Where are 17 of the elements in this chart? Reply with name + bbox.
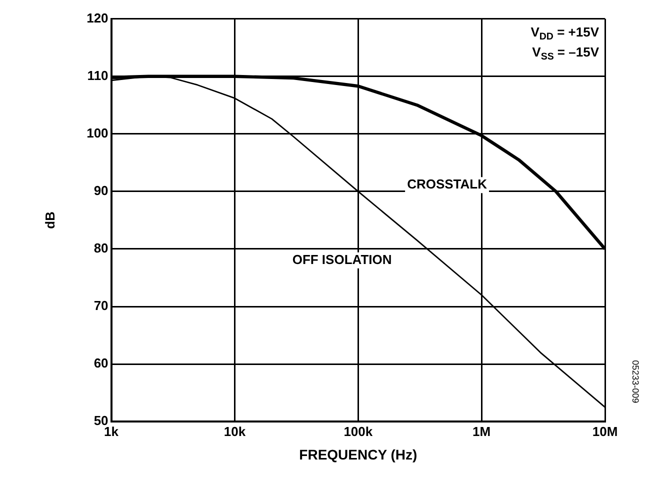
x-tick-label: 1M (472, 424, 491, 439)
y-tick-label: 120 (86, 10, 108, 26)
y-tick-label: 60 (94, 356, 108, 371)
y-tick-label: 100 (86, 125, 108, 140)
x-tick-label: 10M (592, 424, 618, 439)
y-tick-label: 80 (94, 240, 108, 256)
y-axis-title: dB (42, 212, 58, 229)
series-label: OFF ISOLATION (292, 252, 392, 267)
text: CROSSTALK (407, 176, 488, 192)
x-tick-label: 10k (224, 424, 246, 439)
y-tick-label: 70 (94, 298, 108, 314)
x-tick-label: 100k (344, 424, 374, 439)
y-tick-label: 110 (87, 68, 108, 83)
y-tick-label: 90 (94, 183, 108, 198)
y-tick-label: 50 (94, 413, 108, 428)
text: 05233-009 (630, 360, 641, 404)
x-axis-title: FREQUENCY (Hz) (299, 446, 418, 462)
